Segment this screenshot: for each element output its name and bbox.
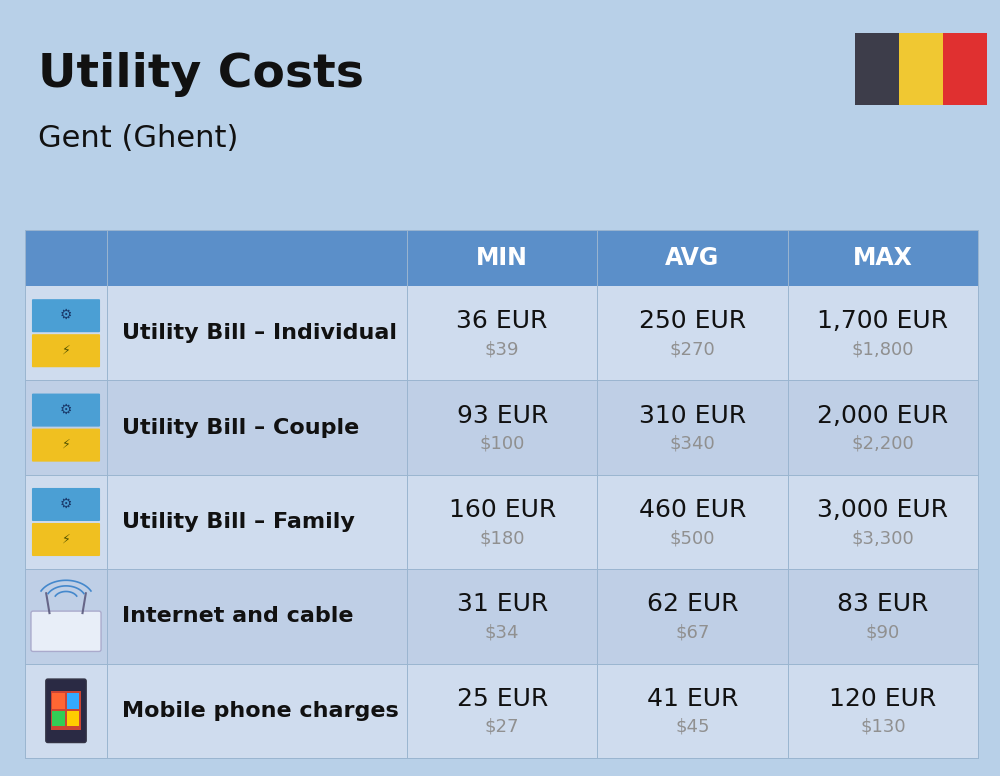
Bar <box>25 570 978 663</box>
Text: ⚙: ⚙ <box>60 403 72 417</box>
Text: Gent (Ghent): Gent (Ghent) <box>38 124 238 153</box>
Text: ⚙: ⚙ <box>60 497 72 511</box>
FancyBboxPatch shape <box>32 334 100 367</box>
Text: AVG: AVG <box>665 246 720 270</box>
Text: 83 EUR: 83 EUR <box>837 592 929 616</box>
Text: $270: $270 <box>670 340 715 359</box>
Text: Utility Bill – Couple: Utility Bill – Couple <box>122 417 359 438</box>
Text: $90: $90 <box>866 623 900 642</box>
Text: $1,800: $1,800 <box>852 340 914 359</box>
Text: 120 EUR: 120 EUR <box>829 687 936 711</box>
Text: $180: $180 <box>479 529 525 547</box>
Text: 2,000 EUR: 2,000 EUR <box>817 404 948 428</box>
FancyBboxPatch shape <box>32 428 100 462</box>
Text: 1,700 EUR: 1,700 EUR <box>817 309 948 333</box>
FancyBboxPatch shape <box>32 300 100 332</box>
Text: $500: $500 <box>670 529 715 547</box>
FancyBboxPatch shape <box>31 611 101 651</box>
FancyBboxPatch shape <box>46 679 86 743</box>
Text: 160 EUR: 160 EUR <box>449 498 556 522</box>
Bar <box>25 475 978 570</box>
Text: $130: $130 <box>860 718 906 736</box>
Text: ⚡: ⚡ <box>62 344 70 357</box>
Bar <box>67 693 79 708</box>
Text: 3,000 EUR: 3,000 EUR <box>817 498 948 522</box>
FancyBboxPatch shape <box>32 393 100 427</box>
Text: Internet and cable: Internet and cable <box>122 606 354 626</box>
Bar <box>52 711 65 726</box>
Text: ⚡: ⚡ <box>62 532 70 546</box>
Text: 310 EUR: 310 EUR <box>639 404 746 428</box>
Text: $67: $67 <box>675 623 710 642</box>
Text: 36 EUR: 36 EUR <box>456 309 548 333</box>
Bar <box>51 691 81 730</box>
Text: 62 EUR: 62 EUR <box>647 592 738 616</box>
Bar <box>25 230 978 286</box>
Bar <box>25 663 978 758</box>
Text: 25 EUR: 25 EUR <box>457 687 548 711</box>
Bar <box>855 33 899 105</box>
Text: $39: $39 <box>485 340 519 359</box>
Text: $45: $45 <box>675 718 710 736</box>
Text: $100: $100 <box>479 435 525 452</box>
FancyBboxPatch shape <box>32 523 100 556</box>
Text: 93 EUR: 93 EUR <box>457 404 548 428</box>
Bar <box>52 693 65 708</box>
Text: ⚙: ⚙ <box>60 308 72 322</box>
Text: $34: $34 <box>485 623 519 642</box>
Text: $27: $27 <box>485 718 519 736</box>
FancyBboxPatch shape <box>32 488 100 521</box>
Bar <box>943 33 987 105</box>
Text: 41 EUR: 41 EUR <box>647 687 738 711</box>
Text: Utility Costs: Utility Costs <box>38 52 364 97</box>
Text: MAX: MAX <box>853 246 913 270</box>
Text: $2,200: $2,200 <box>851 435 914 452</box>
Text: 460 EUR: 460 EUR <box>639 498 746 522</box>
Text: $340: $340 <box>670 435 715 452</box>
Bar <box>25 380 978 475</box>
Text: 31 EUR: 31 EUR <box>457 592 548 616</box>
Bar <box>899 33 943 105</box>
Bar <box>25 286 978 380</box>
Text: Utility Bill – Individual: Utility Bill – Individual <box>122 323 397 343</box>
Text: Utility Bill – Family: Utility Bill – Family <box>122 512 355 532</box>
Text: ⚡: ⚡ <box>62 438 70 451</box>
Bar <box>67 711 79 726</box>
Text: MIN: MIN <box>476 246 528 270</box>
Text: Mobile phone charges: Mobile phone charges <box>122 701 399 721</box>
Text: $3,300: $3,300 <box>851 529 914 547</box>
Text: 250 EUR: 250 EUR <box>639 309 746 333</box>
